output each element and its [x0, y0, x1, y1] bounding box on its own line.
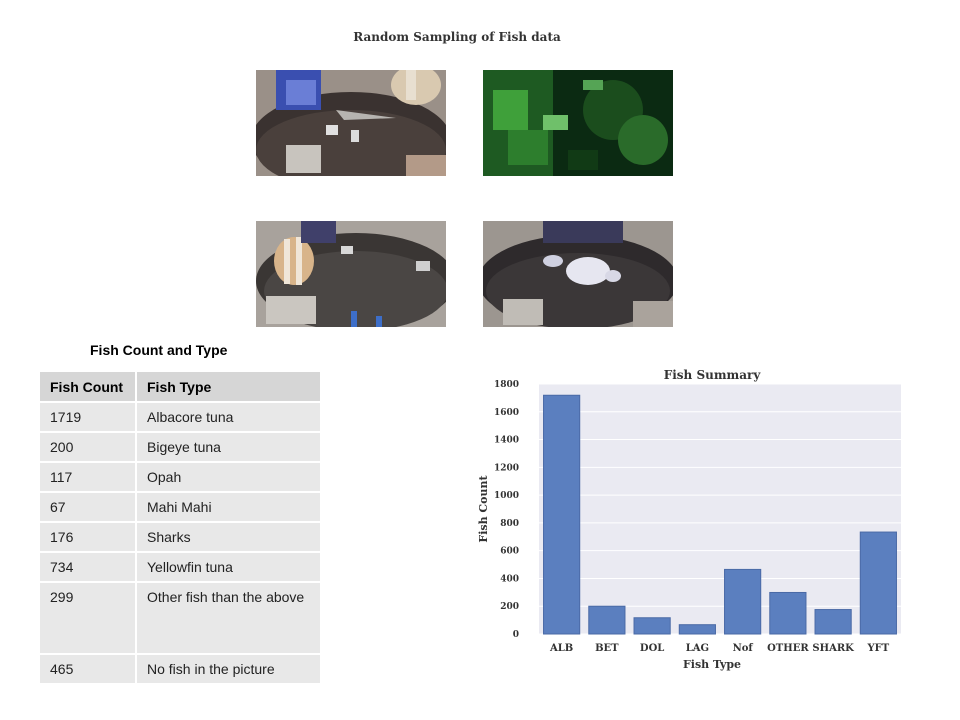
x-tick-label: SHARK — [812, 643, 854, 654]
y-tick-label: 400 — [500, 574, 519, 584]
y-tick-label: 1000 — [494, 491, 519, 501]
bar-shark — [814, 609, 852, 635]
cell-count: 465 — [40, 655, 137, 685]
x-tick-label: OTHER — [767, 643, 809, 654]
table-row: 200 Bigeye tuna — [40, 433, 320, 463]
cell-type: Opah — [137, 463, 320, 493]
cell-type: Albacore tuna — [137, 403, 320, 433]
table-row: 734 Yellowfin tuna — [40, 553, 320, 583]
cell-type: Mahi Mahi — [137, 493, 320, 523]
table-row: 465 No fish in the picture — [40, 655, 320, 685]
bar-nof — [724, 568, 762, 635]
bar-chart-svg: Fish Summary 0 200 400 600 800 1000 1200 1400 16… — [477, 368, 901, 671]
bar-lag — [678, 624, 716, 635]
y-tick-label: 1400 — [494, 436, 519, 446]
cell-count: 176 — [40, 523, 137, 553]
bar-yft — [859, 531, 897, 635]
bars — [543, 394, 897, 635]
cell-type: Yellowfin tuna — [137, 553, 320, 583]
y-tick-labels: 0 200 400 600 800 1000 1200 1400 1600 1800 — [494, 380, 519, 640]
cell-count: 67 — [40, 493, 137, 523]
y-tick-label: 1200 — [494, 463, 519, 473]
x-tick-label: Nof — [733, 643, 754, 654]
table-row: 67 Mahi Mahi — [40, 493, 320, 523]
x-tick-labels: ALB BET DOL LAG Nof OTHER SHARK YFT — [549, 643, 890, 654]
table-row: 176 Sharks — [40, 523, 320, 553]
x-tick-label: DOL — [640, 643, 664, 654]
y-axis-label: Fish Count — [477, 474, 490, 542]
x-axis-label: Fish Type — [683, 658, 741, 671]
cell-type: Other fish than the above — [137, 583, 320, 655]
table-header-row: Fish Count Fish Type — [40, 372, 320, 403]
bar-other — [769, 591, 807, 635]
table-caption: Fish Count and Type — [90, 342, 228, 358]
y-tick-label: 200 — [500, 602, 519, 612]
table-row: 1719 Albacore tuna — [40, 403, 320, 433]
sample-image-night-green — [483, 70, 673, 176]
fish-summary-chart: Fish Summary 0 200 400 600 800 1000 1200 1400 16… — [470, 360, 910, 680]
y-tick-label: 1600 — [494, 408, 519, 418]
cell-count: 734 — [40, 553, 137, 583]
x-tick-label: BET — [595, 643, 619, 654]
y-tick-label: 600 — [500, 547, 519, 557]
header-fish-type: Fish Type — [137, 372, 320, 403]
chart-title: Fish Summary — [664, 368, 762, 382]
cell-type: Sharks — [137, 523, 320, 553]
sample-image-deck-2 — [256, 221, 446, 327]
y-tick-label: 800 — [500, 519, 519, 529]
plot-area — [539, 384, 901, 634]
x-tick-label: LAG — [686, 643, 709, 654]
sampling-title: Random Sampling of Fish data — [353, 30, 561, 44]
cell-count: 117 — [40, 463, 137, 493]
fish-count-table: Fish Count Fish Type 1719 Albacore tuna … — [40, 372, 320, 685]
y-tick-label: 1800 — [494, 380, 519, 390]
x-tick-label: YFT — [867, 643, 890, 654]
cell-type: Bigeye tuna — [137, 433, 320, 463]
y-tick-label: 0 — [513, 630, 519, 640]
bar-dol — [633, 617, 671, 635]
bar-alb — [543, 394, 581, 635]
header-fish-count: Fish Count — [40, 372, 137, 403]
cell-type: No fish in the picture — [137, 655, 320, 685]
sample-image-deck-glare — [483, 221, 673, 327]
x-tick-label: ALB — [549, 643, 573, 654]
cell-count: 200 — [40, 433, 137, 463]
bar-bet — [588, 605, 626, 635]
sample-image-deck-1 — [256, 70, 446, 176]
cell-count: 299 — [40, 583, 137, 655]
cell-count: 1719 — [40, 403, 137, 433]
table-row: 299 Other fish than the above — [40, 583, 320, 655]
table-row: 117 Opah — [40, 463, 320, 493]
